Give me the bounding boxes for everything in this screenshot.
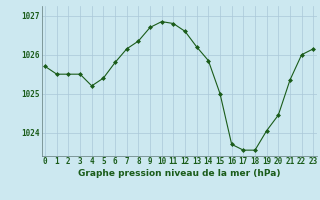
X-axis label: Graphe pression niveau de la mer (hPa): Graphe pression niveau de la mer (hPa) <box>78 169 280 178</box>
